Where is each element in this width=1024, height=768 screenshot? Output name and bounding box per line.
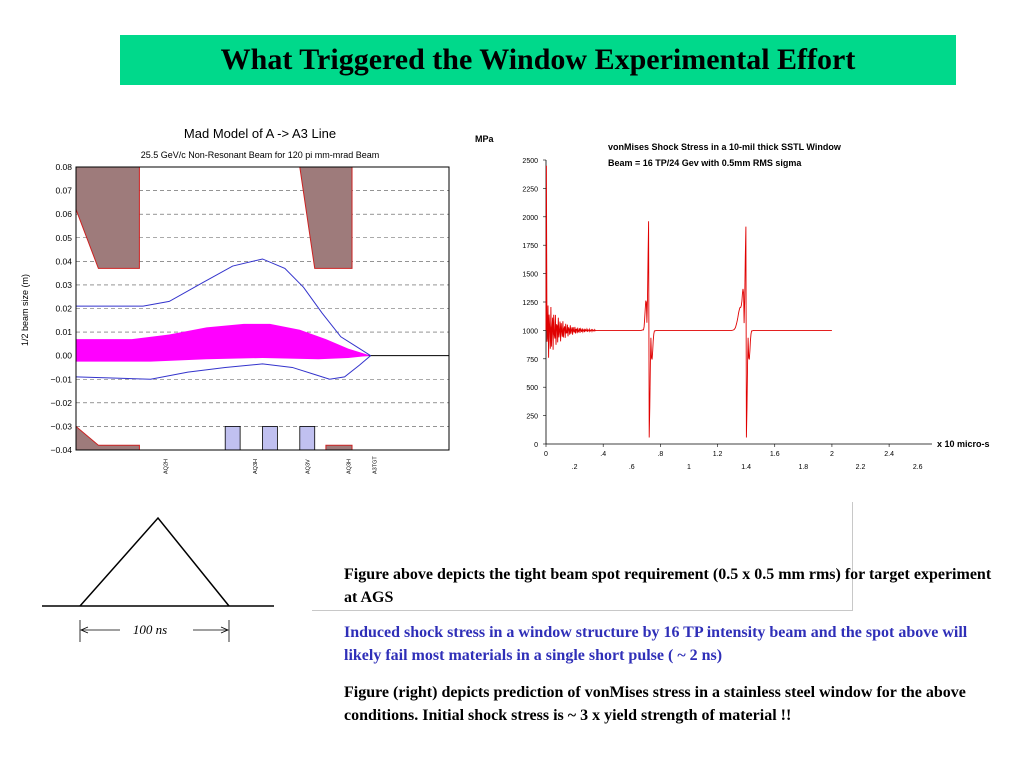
right-chart-x-tick-label: 1.4 <box>741 464 751 471</box>
caption-outline <box>312 502 853 611</box>
right-chart-y-tick-label: 1750 <box>522 243 538 250</box>
right-chart-x-tick-label: .2 <box>572 464 578 471</box>
left-chart-y-tick-label: −0.02 <box>50 398 72 408</box>
right-chart-x-tick-label: 2.6 <box>913 464 923 471</box>
shock-stress-chart: MPa vonMises Shock Stress in a 10-mil th… <box>475 134 990 471</box>
left-chart-y-tick-label: 0.02 <box>55 304 72 314</box>
right-chart-x-tick-label: .6 <box>629 464 635 471</box>
left-chart-beam-fill-area <box>76 323 371 362</box>
left-chart-y-tick-label: −0.03 <box>50 421 72 431</box>
left-chart-envelope-lines <box>75 258 371 380</box>
left-chart-title: Mad Model of A -> A3 Line <box>184 126 336 141</box>
right-chart-ylabel: MPa <box>475 134 495 144</box>
left-chart-x-marker-label: AQ3H <box>253 459 259 474</box>
right-chart-x-tick-label: 1.2 <box>713 451 723 458</box>
left-chart-y-tick-label: 0.00 <box>55 351 72 361</box>
left-chart-y-tick-label: 0.07 <box>55 186 72 196</box>
right-chart-x-tick-label: 2.2 <box>856 464 866 471</box>
pulse-arrowhead-right <box>220 626 230 634</box>
left-chart-y-tick-label: 0.08 <box>55 162 72 172</box>
caption-paragraph-3: Figure (right) depicts prediction of von… <box>344 684 966 724</box>
right-chart-y-tick-label: 250 <box>526 414 538 421</box>
pulse-arrowhead-left <box>79 626 89 634</box>
left-chart-magnet-block <box>299 426 316 451</box>
left-chart-y-tick-label: −0.04 <box>50 445 72 455</box>
right-chart-y-tick-label: 2000 <box>522 215 538 222</box>
right-chart-x-tick-label: 2 <box>830 451 834 458</box>
left-chart-apertures <box>75 166 353 451</box>
left-chart-y-tick-label: 0.04 <box>55 256 72 266</box>
left-chart-subtitle: 25.5 GeV/c Non-Resonant Beam for 120 pi … <box>141 150 380 160</box>
left-chart-y-tick-label: 0.06 <box>55 209 72 219</box>
left-chart-x-marker-label: AQ2H <box>164 459 170 474</box>
right-chart-title: vonMises Shock Stress in a 10-mil thick … <box>608 142 842 152</box>
right-chart-x-tick-label: .8 <box>657 451 663 458</box>
left-chart-frame <box>75 166 450 451</box>
left-chart-y-tick-label: 0.05 <box>55 233 72 243</box>
left-chart-beam-fill <box>76 323 371 362</box>
right-chart-y-tick-label: 500 <box>526 385 538 392</box>
left-chart-aperture <box>75 166 140 269</box>
right-chart-y-tick-label: 1250 <box>522 300 538 307</box>
right-chart-y-tick-label: 1500 <box>522 272 538 279</box>
left-chart-aperture <box>299 166 353 269</box>
right-chart-y-tick-label: 2500 <box>522 158 538 165</box>
left-chart-magnet-block <box>262 426 278 451</box>
left-chart-envelope-upper-line <box>76 258 371 357</box>
right-chart-x-tick-label: 1.6 <box>770 451 780 458</box>
slide-title: What Triggered the Window Experimental E… <box>220 43 856 76</box>
right-chart-ticks: 250022502000175015001250100075050025000.… <box>522 158 922 471</box>
left-chart-magnet-block <box>224 426 241 451</box>
slide-title-box: What Triggered the Window Experimental E… <box>120 35 956 85</box>
left-chart-x-marker-label: AQ3H <box>346 459 352 474</box>
left-chart-ylabel: 1/2 beam size (m) <box>20 274 30 346</box>
left-chart-x-marker-label: A3TGT <box>372 456 378 474</box>
right-chart-x-tick-label: 0 <box>544 451 548 458</box>
pulse-width-label: 100 ns <box>133 622 167 637</box>
right-chart-x-tick-label: 1 <box>687 464 691 471</box>
beam-envelope-chart: Mad Model of A -> A3 Line 25.5 GeV/c Non… <box>20 126 450 474</box>
left-chart-y-ticks: 0.08 0.07 0.06 0.05 0.04 0.03 0.02 0.01 0.00 −0.0… <box>50 162 72 455</box>
left-chart-magnets <box>224 426 316 451</box>
left-chart-y-tick-label: −0.01 <box>50 374 72 384</box>
right-chart-xlabel: x 10 micro-s <box>937 439 990 449</box>
right-chart-axes <box>545 160 932 445</box>
pulse-triangle <box>79 516 230 607</box>
right-chart-x-tick-label: 1.8 <box>798 464 808 471</box>
left-chart-aperture <box>75 425 140 451</box>
left-chart-envelope-lower-line <box>75 355 371 380</box>
left-chart-x-markers: AQ2H AQ3H AQ3V AQ3H A3TGT <box>164 456 379 474</box>
stress-series-line <box>545 165 832 438</box>
right-chart-y-tick-label: 2250 <box>522 186 538 193</box>
pulse-diagram: 100 ns <box>42 516 274 642</box>
right-chart-y-tick-label: 750 <box>526 357 538 364</box>
left-chart-y-tick-label: 0.03 <box>55 280 72 290</box>
left-chart-y-tick-label: 0.01 <box>55 327 72 337</box>
right-chart-x-tick-label: .4 <box>600 451 606 458</box>
caption-paragraph-1: Figure above depicts the tight beam spot… <box>344 566 992 606</box>
right-chart-y-tick-label: 0 <box>534 442 538 449</box>
caption-paragraph-2: Induced shock stress in a window structu… <box>344 624 968 664</box>
right-chart-x-tick-label: 2.4 <box>884 451 894 458</box>
left-chart-x-marker-label: AQ3V <box>305 459 311 474</box>
left-chart-aperture <box>325 444 353 451</box>
right-chart-y-tick-label: 1000 <box>522 328 538 335</box>
right-chart-subtitle: Beam = 16 TP/24 Gev with 0.5mm RMS sigma <box>608 158 802 168</box>
